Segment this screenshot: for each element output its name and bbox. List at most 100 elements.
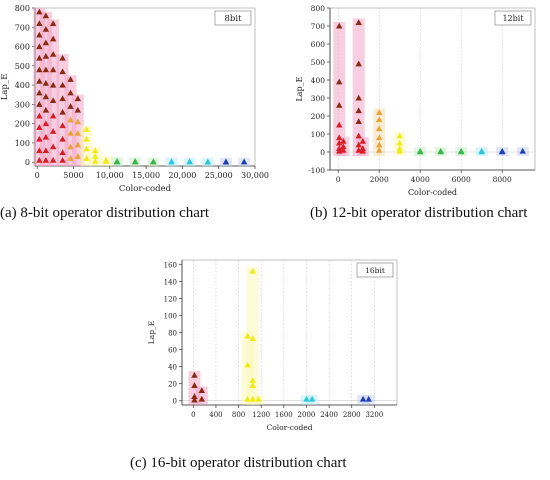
- data-point: [49, 157, 57, 163]
- x-tick-label: 0: [336, 175, 341, 184]
- data-point: [67, 103, 74, 109]
- x-tick-label: 800: [232, 411, 245, 419]
- data-point: [59, 135, 66, 142]
- data-point: [42, 106, 50, 113]
- data-point: [336, 78, 343, 85]
- data-point: [249, 377, 256, 383]
- y-tick-label: 160: [164, 261, 177, 269]
- data-point: [249, 267, 256, 274]
- data-point: [36, 124, 43, 131]
- data-point: [150, 158, 157, 165]
- y-tick-label: 0: [25, 158, 30, 167]
- data-point: [36, 89, 43, 96]
- y-tick-label: 0: [173, 398, 177, 406]
- data-point: [74, 141, 82, 148]
- data-point: [336, 22, 343, 29]
- data-point: [249, 382, 256, 388]
- data-point: [303, 395, 310, 402]
- data-point: [36, 112, 43, 119]
- chart-panel-c: 0 400 800 1200 1600 2000 2400 2800 3200 0 20 40 60 80…: [140, 245, 410, 450]
- data-point: [67, 130, 74, 136]
- chart-svg-12bit: 0 2000 4000 6000 8000 -100 0 100 200 300 400 500 600…: [295, 4, 536, 197]
- data-point: [83, 145, 90, 152]
- data-point: [36, 101, 43, 107]
- data-point: [437, 148, 444, 155]
- y-tick-label: 40: [168, 364, 177, 372]
- data-point: [355, 60, 362, 67]
- data-point: [42, 79, 50, 86]
- data-point: [249, 335, 256, 342]
- data-point: [255, 395, 262, 402]
- data-point: [36, 157, 43, 163]
- caption-a: (a) 8-bit operator distribution chart: [0, 205, 210, 221]
- data-point: [113, 158, 121, 165]
- data-point: [59, 81, 66, 88]
- data-point: [355, 94, 362, 101]
- data-point: [67, 116, 74, 123]
- data-point: [336, 102, 343, 108]
- data-point: [83, 126, 90, 132]
- data-point: [42, 147, 50, 154]
- data-point: [359, 147, 366, 154]
- data-point: [67, 155, 74, 161]
- data-point: [376, 147, 383, 153]
- y-tick-label: 200: [15, 120, 30, 129]
- cluster-band: [47, 19, 60, 167]
- data-point: [42, 133, 50, 140]
- data-point: [191, 382, 198, 388]
- y-tick-label: 500: [311, 58, 326, 67]
- data-point: [359, 395, 367, 402]
- x-axis-label: Color-coded: [119, 184, 172, 194]
- data-point: [42, 66, 50, 73]
- data-point: [244, 332, 251, 339]
- data-point: [244, 395, 251, 402]
- data-point: [67, 89, 74, 96]
- y-tick-label: 80: [168, 330, 177, 338]
- y-tick-label: 120: [164, 295, 177, 303]
- data-point: [83, 155, 90, 161]
- data-point: [355, 147, 362, 153]
- data-point: [42, 93, 50, 100]
- y-tick-label: 300: [15, 100, 30, 109]
- data-point: [191, 396, 198, 403]
- data-point: [59, 54, 66, 61]
- x-axis-label: Color-coded: [408, 188, 457, 197]
- data-point: [102, 157, 110, 164]
- data-point: [519, 147, 526, 154]
- y-tick-label: 60: [168, 347, 177, 355]
- data-point: [355, 19, 362, 25]
- caption-c: (c) 16-bit operator distribution chart: [130, 455, 347, 471]
- data-point: [49, 20, 57, 26]
- data-point: [36, 8, 43, 15]
- data-point: [168, 158, 175, 165]
- data-point: [376, 134, 383, 141]
- chart-svg-16bit: 0 400 800 1200 1600 2000 2400 2800 3200 0 20 40 60 80…: [147, 259, 398, 432]
- data-point: [249, 395, 256, 402]
- legend-label: 16bit: [365, 266, 385, 275]
- data-point: [92, 153, 99, 159]
- data-point: [222, 158, 230, 165]
- data-point: [376, 116, 383, 123]
- x-tick-label: 1200: [252, 411, 270, 419]
- legend-box: [356, 262, 394, 278]
- data-point: [355, 141, 362, 148]
- data-point: [59, 122, 66, 129]
- x-tick-label: 0: [35, 171, 40, 180]
- x-tick-label: 5000: [63, 171, 83, 180]
- legend-label: 8bit: [225, 14, 243, 24]
- data-point: [49, 81, 57, 88]
- data-point: [67, 76, 74, 82]
- x-tick-label: 8000: [493, 175, 512, 184]
- data-point: [83, 135, 90, 142]
- y-tick-label: 400: [311, 76, 326, 85]
- chart-panel-a: 0 5000 10,000 15,000 20,000 25,000 30,000 0 100 2…: [0, 0, 280, 200]
- x-tick-label: 400: [209, 411, 222, 419]
- x-axis-label: Color-coded: [266, 423, 312, 432]
- x-tick-label: 25,000: [205, 171, 233, 180]
- x-tick-label: 0: [191, 411, 195, 419]
- data-point: [74, 118, 82, 125]
- y-tick-label: 400: [15, 81, 30, 90]
- data-point: [36, 66, 43, 73]
- data-point: [49, 66, 57, 73]
- y-axis-label: Lap_E: [295, 76, 304, 101]
